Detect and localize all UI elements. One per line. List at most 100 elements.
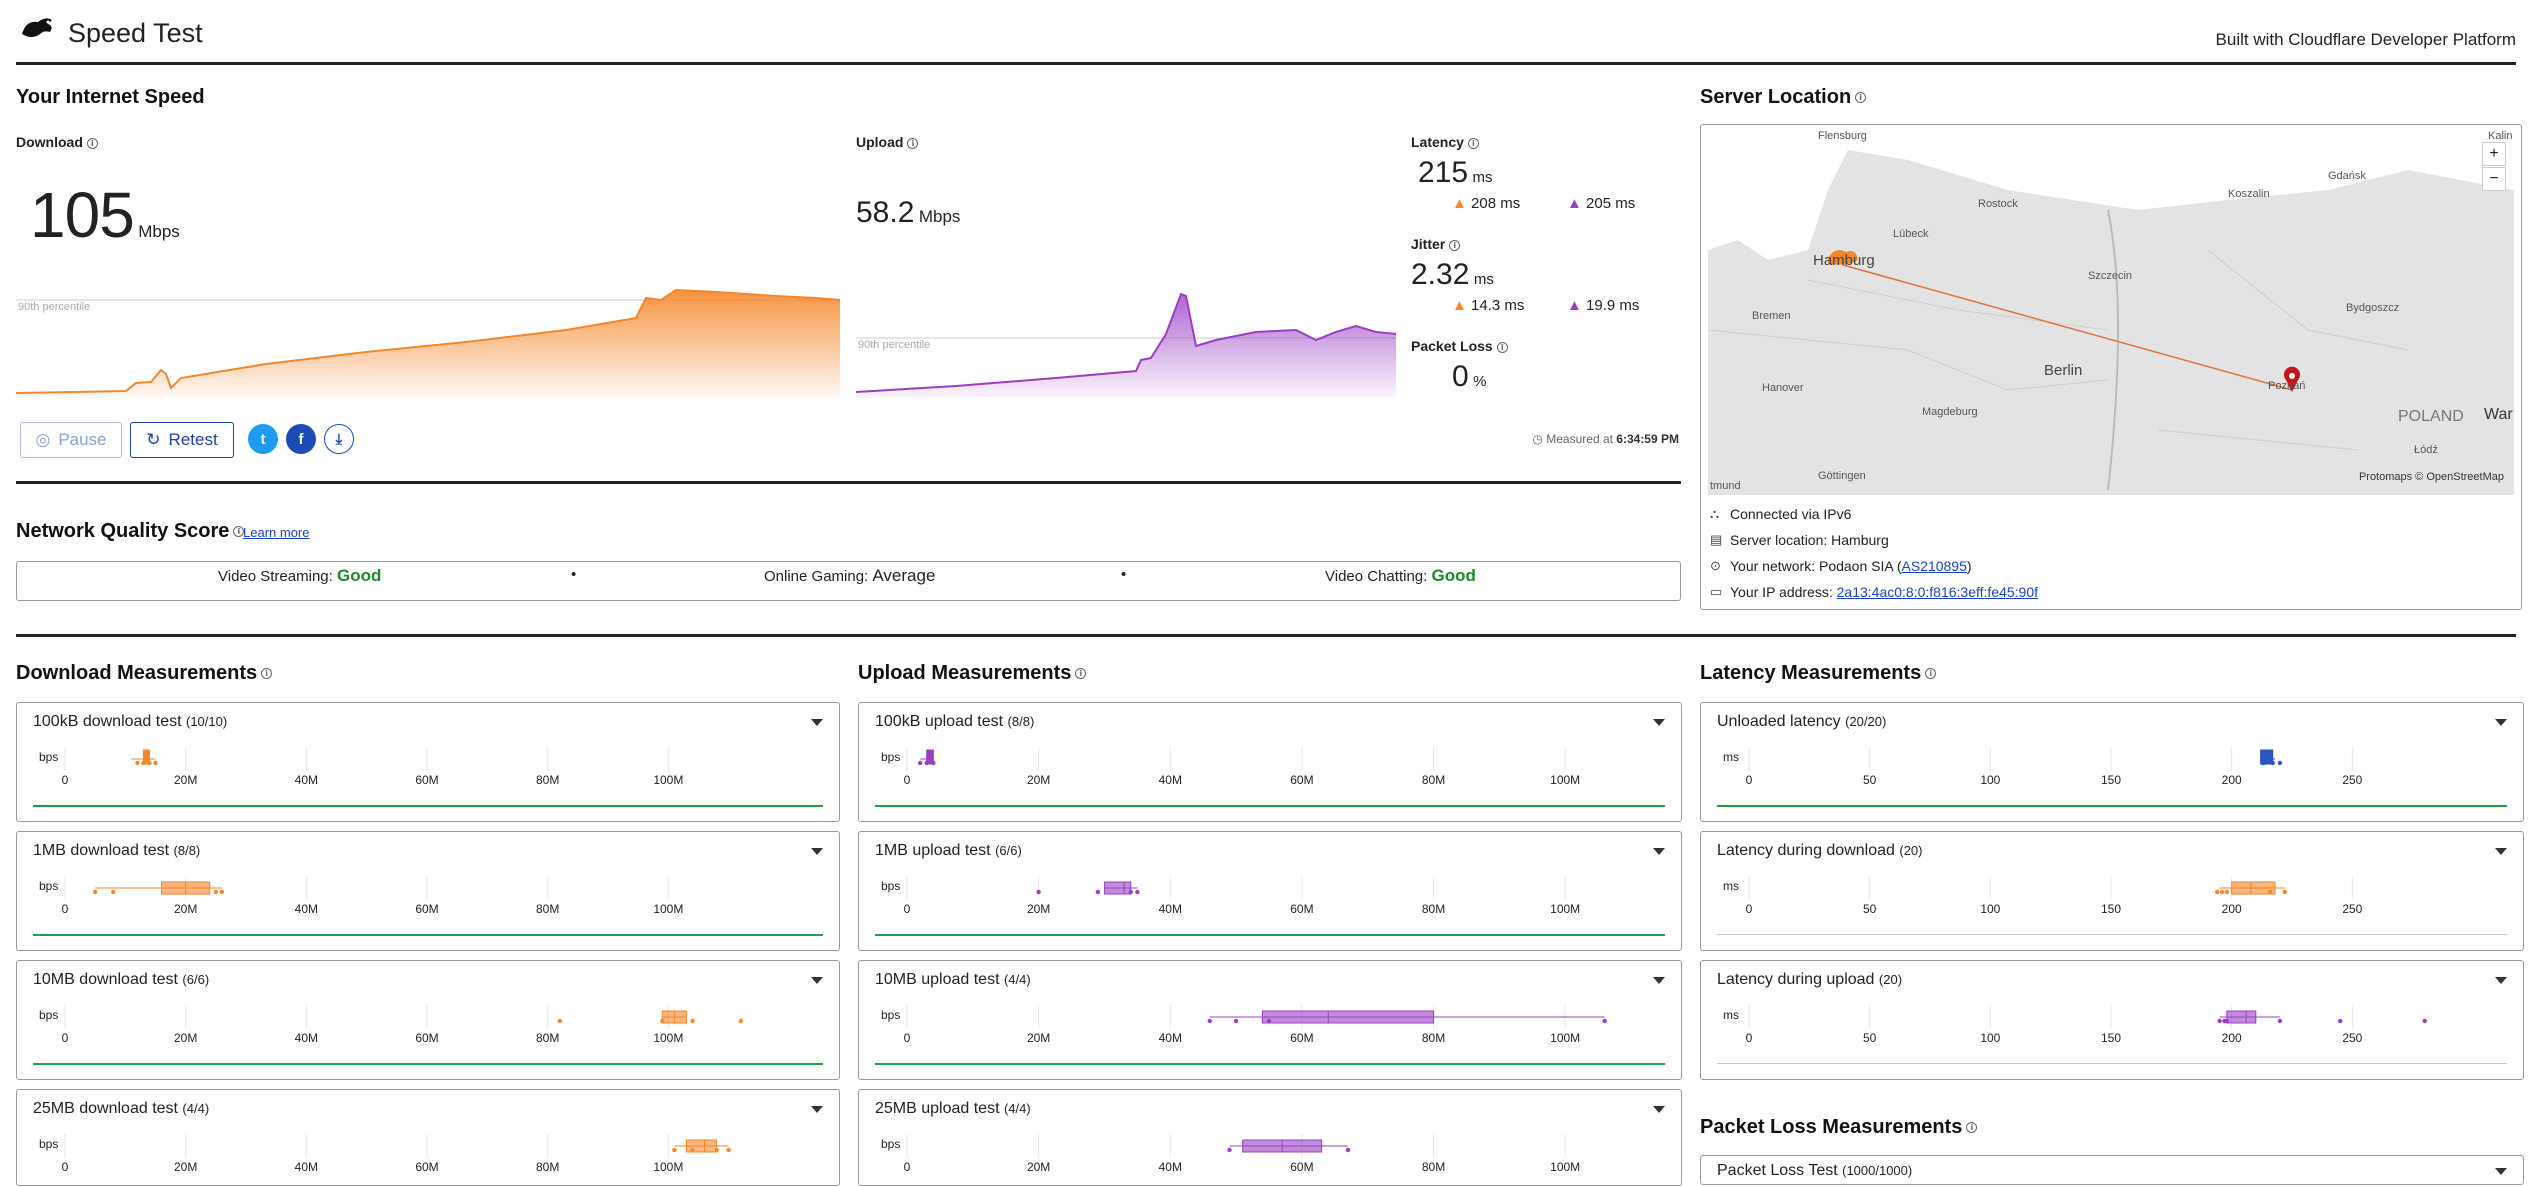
axis-tick-label: 100M: [653, 773, 684, 787]
axis-tick-label: 40M: [1158, 1160, 1182, 1174]
data-point: [726, 1147, 731, 1153]
map-label-lodz: Łódź: [2414, 444, 2438, 456]
axis-tick-label: 40M: [294, 773, 318, 787]
measurement-name: 25MB upload test: [875, 1100, 1004, 1117]
info-icon[interactable]: i: [86, 137, 98, 149]
server-map[interactable]: Flensburg Kalin Lübeck Rostock Koszalin …: [1708, 130, 2514, 495]
measurement-panel[interactable]: Unloaded latency (20/20) ms 0 50 100 150 200 25…: [1700, 702, 2524, 822]
axis-unit-label: bps: [39, 1137, 59, 1151]
measurement-name: 10MB download test: [33, 971, 183, 988]
axis-tick-label: 250: [2342, 902, 2363, 916]
learn-more-link[interactable]: Learn more: [243, 525, 310, 540]
data-point: [135, 760, 140, 766]
map-label-kalin: Kalin: [2488, 130, 2513, 142]
measurement-panel[interactable]: 100kB download test (10/10) bps 0 20M 40M 60M…: [16, 702, 840, 822]
info-icon[interactable]: i: [233, 526, 245, 538]
box: [2231, 881, 2276, 895]
info-icon[interactable]: i: [261, 668, 273, 680]
info-icon[interactable]: i: [907, 137, 919, 149]
info-icon[interactable]: i: [1496, 341, 1508, 353]
measurement-count: (4/4): [182, 1101, 210, 1116]
measurement-count: (20/20): [1845, 714, 1887, 729]
packet-loss-panel[interactable]: Packet Loss Test (1000/1000): [1700, 1155, 2524, 1185]
upload-chart: 90th percentile: [856, 292, 1396, 398]
download-label: Download i: [16, 134, 98, 150]
chevron-down-icon[interactable]: [811, 848, 823, 855]
measurement-panel[interactable]: 25MB upload test (4/4) bps 0 20M 40M 60M 80M 10…: [858, 1089, 1682, 1186]
measurement-title: 100kB download test (10/10): [33, 713, 227, 731]
axis-tick-label: 80M: [535, 1160, 560, 1174]
latency-upload: ▲ 205 ms: [1567, 195, 1636, 212]
info-icon[interactable]: i: [1075, 668, 1087, 680]
map-label-szczecin: Szczecin: [2088, 270, 2133, 282]
download-jitter-icon: ▲: [1452, 297, 1467, 314]
measurement-name: Latency during download: [1717, 842, 1900, 859]
chevron-down-icon[interactable]: [2495, 977, 2507, 984]
twitter-share-button[interactable]: t: [248, 424, 278, 454]
chevron-down-icon[interactable]: [811, 1106, 823, 1113]
chevron-down-icon[interactable]: [1653, 719, 1665, 726]
chevron-down-icon[interactable]: [2495, 719, 2507, 726]
data-point: [141, 760, 146, 766]
map-label-bremen: Bremen: [1752, 310, 1791, 322]
facebook-share-button[interactable]: f: [286, 424, 316, 454]
measurement-panel[interactable]: 100kB upload test (8/8) bps 0 20M 40M 60M 80M 1…: [858, 702, 1682, 822]
measurement-count: (4/4): [1003, 972, 1031, 987]
data-point: [1036, 889, 1041, 895]
speed-divider: [16, 481, 1681, 484]
info-icon[interactable]: i: [1966, 1122, 1978, 1134]
axis-tick-label: 150: [2100, 902, 2122, 916]
axis-tick-label: 150: [2100, 1031, 2122, 1045]
retest-button[interactable]: ↻ Retest: [130, 422, 234, 458]
pause-button[interactable]: ◎ Pause: [20, 422, 122, 458]
measurement-panel[interactable]: 25MB download test (4/4) bps 0 20M 40M 60M 80M…: [16, 1089, 840, 1186]
built-with-text[interactable]: Built with Cloudflare Developer Platform: [2215, 30, 2516, 49]
header-divider: [16, 62, 2516, 65]
map-attribution[interactable]: Protomaps © OpenStreetMap: [2358, 471, 2504, 483]
data-point: [2338, 1018, 2343, 1024]
map-label-lubeck: Lübeck: [1893, 228, 1929, 240]
measurement-panel[interactable]: 1MB download test (8/8) bps 0 20M 40M 60M 80M 1…: [16, 831, 840, 951]
chevron-down-icon[interactable]: [811, 977, 823, 984]
upload-value: 58.2 Mbps: [856, 196, 961, 229]
chevron-down-icon[interactable]: [1653, 977, 1665, 984]
measurement-panel[interactable]: 10MB download test (6/6) bps 0 20M 40M 60M 80M…: [16, 960, 840, 1080]
measurement-count: (20): [1878, 972, 1903, 987]
quality-indicator-line: [33, 805, 823, 807]
zoom-out-button[interactable]: −: [2482, 167, 2506, 191]
info-icon[interactable]: i: [1449, 239, 1461, 251]
data-point: [917, 760, 923, 766]
info-icon[interactable]: i: [1925, 668, 1937, 680]
chevron-down-icon[interactable]: [2495, 848, 2507, 855]
data-point: [2217, 1018, 2222, 1024]
chevron-down-icon[interactable]: [811, 719, 823, 726]
as-link[interactable]: AS210895: [1901, 558, 1967, 574]
ip-link[interactable]: 2a13:4ac0:8:0:f816:3eff:fe45:90f: [1836, 584, 2038, 600]
download-results-button[interactable]: ⤓: [324, 424, 354, 454]
app-logo-icon[interactable]: [18, 14, 58, 44]
chevron-down-icon[interactable]: [1653, 848, 1665, 855]
data-point: [2224, 889, 2230, 895]
info-icon[interactable]: i: [1467, 137, 1479, 149]
download-icon: ⤓: [335, 430, 343, 448]
map-label-poznan: Poznań: [2268, 380, 2306, 392]
measurement-panel[interactable]: Latency during upload (20) ms 0 50 100 150 200…: [1700, 960, 2524, 1080]
upload-measurements-title: Upload Measurements i: [858, 662, 1087, 685]
chevron-down-icon[interactable]: [1653, 1106, 1665, 1113]
measurement-name: 1MB download test: [33, 842, 174, 859]
axis-unit-label: ms: [1723, 750, 1739, 764]
your-ip: Your IP address: 2a13:4ac0:8:0:f816:3eff…: [1730, 584, 2038, 600]
measurement-panel[interactable]: 10MB upload test (4/4) bps 0 20M 40M 60M 80M 10…: [858, 960, 1682, 1080]
info-icon[interactable]: i: [1855, 92, 1867, 104]
chevron-down-icon[interactable]: [2495, 1168, 2507, 1175]
axis-tick-label: 0: [903, 1031, 911, 1045]
download-percentile-label: 90th percentile: [18, 301, 90, 313]
axis-tick-label: 100: [1980, 1031, 2001, 1045]
axis-tick-label: 250: [2342, 773, 2363, 787]
axis-tick-label: 60M: [415, 773, 439, 787]
ip-icon: ▭: [1710, 584, 1723, 599]
zoom-in-button[interactable]: +: [2482, 142, 2506, 166]
measurement-panel[interactable]: Latency during download (20) ms 0 50 100 150 2…: [1700, 831, 2524, 951]
quality-indicator-line: [33, 1063, 823, 1065]
measurement-panel[interactable]: 1MB upload test (6/6) bps 0 20M 40M 60M 80M 100…: [858, 831, 1682, 951]
